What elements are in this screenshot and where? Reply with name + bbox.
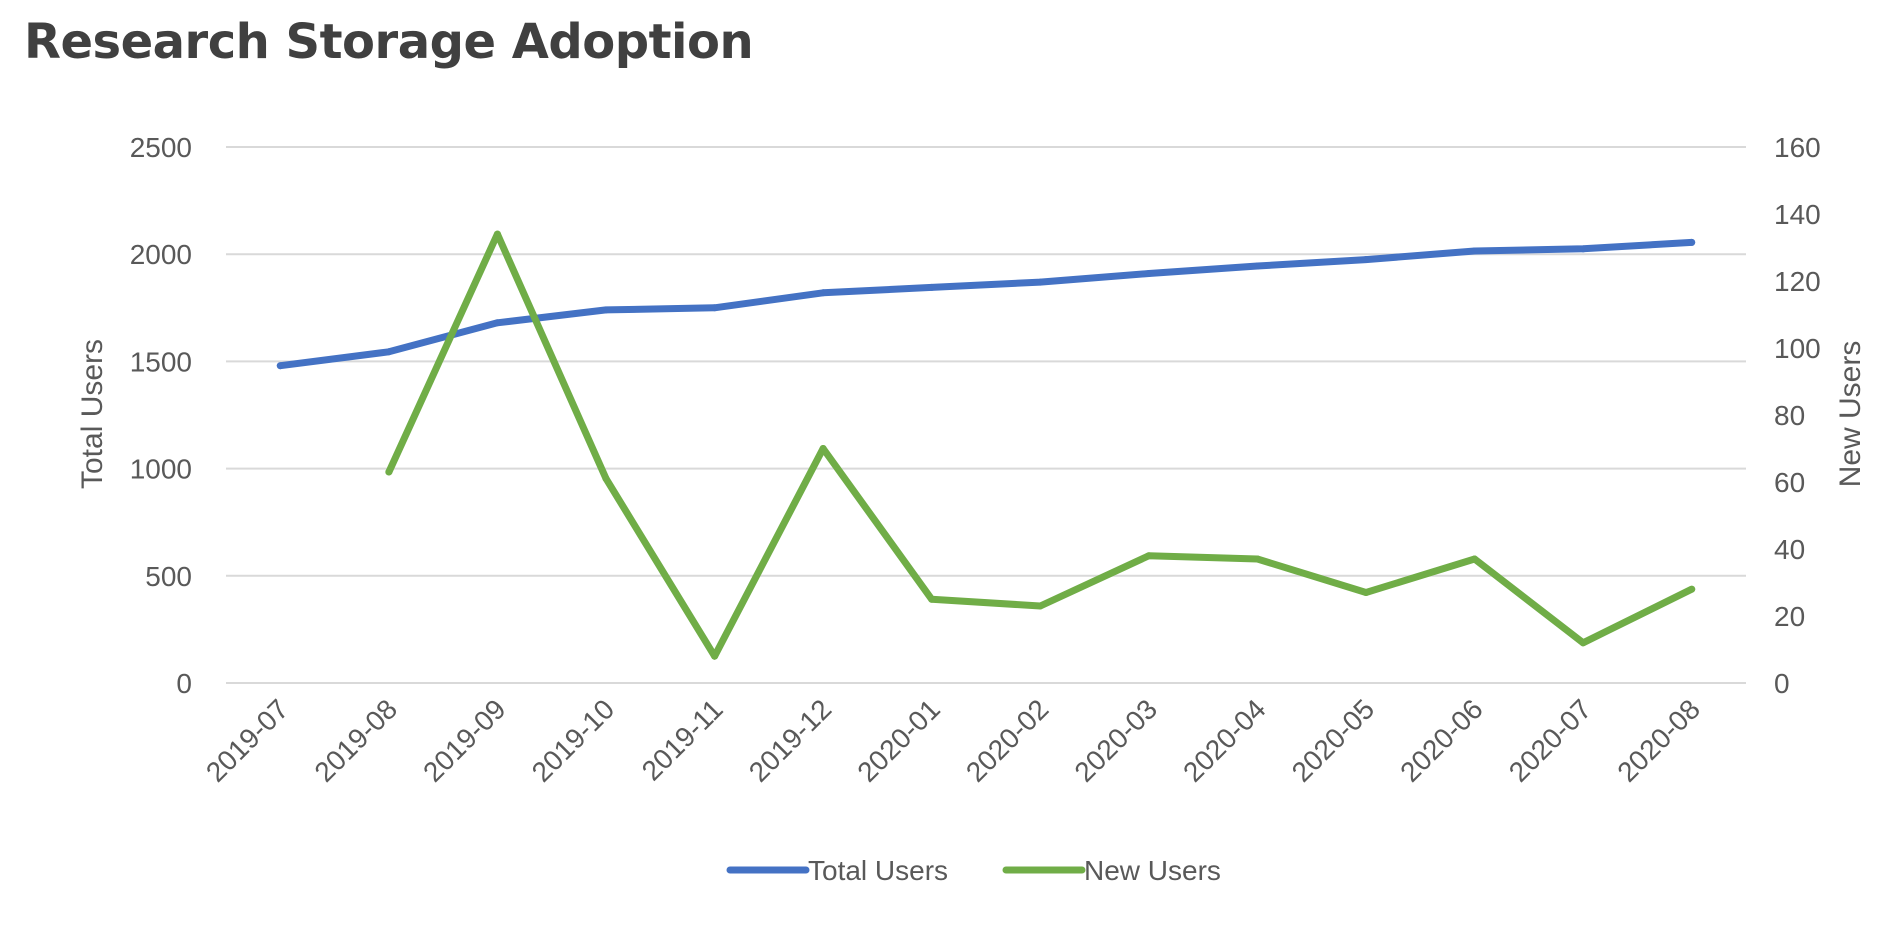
right-tick-label: 140 bbox=[1774, 199, 1821, 230]
right-tick-label: 60 bbox=[1774, 467, 1805, 498]
data-point bbox=[1362, 589, 1370, 597]
data-point bbox=[1471, 247, 1479, 255]
left-axis-title: Total Users bbox=[76, 339, 109, 489]
data-point bbox=[928, 283, 936, 291]
data-point bbox=[1145, 552, 1153, 560]
x-tick-label: 2020-04 bbox=[1177, 693, 1272, 788]
data-point bbox=[711, 652, 719, 660]
right-tick-label: 120 bbox=[1774, 266, 1821, 297]
data-point bbox=[493, 230, 501, 238]
left-tick-label: 2500 bbox=[130, 132, 192, 163]
data-point bbox=[1253, 555, 1261, 563]
x-tick-label: 2020-08 bbox=[1611, 693, 1706, 788]
right-tick-label: 100 bbox=[1774, 333, 1821, 364]
left-tick-label: 2000 bbox=[130, 239, 192, 270]
x-axis-ticks: 2019-07 2019-08 2019-09 2019-10 2019-11 2019-… bbox=[200, 693, 1706, 788]
x-tick-label: 2020-07 bbox=[1503, 693, 1598, 788]
right-tick-label: 20 bbox=[1774, 601, 1805, 632]
data-point bbox=[928, 595, 936, 603]
legend-label: New Users bbox=[1084, 855, 1221, 886]
data-point bbox=[1036, 602, 1044, 610]
data-point bbox=[602, 306, 610, 314]
right-tick-label: 40 bbox=[1774, 534, 1805, 565]
x-tick-label: 2020-03 bbox=[1069, 693, 1164, 788]
data-point bbox=[1688, 238, 1696, 246]
data-point bbox=[1579, 639, 1587, 647]
data-point bbox=[819, 289, 827, 297]
x-tick-label: 2019-09 bbox=[417, 693, 512, 788]
x-tick-label: 2019-10 bbox=[526, 693, 621, 788]
data-point bbox=[276, 362, 284, 370]
right-tick-label: 80 bbox=[1774, 400, 1805, 431]
series-line-new-users bbox=[385, 230, 1696, 660]
series-lines bbox=[276, 230, 1696, 660]
data-point bbox=[385, 348, 393, 356]
data-point bbox=[1145, 269, 1153, 277]
data-point bbox=[1579, 245, 1587, 253]
data-point bbox=[1362, 256, 1370, 264]
x-tick-label: 2020-06 bbox=[1394, 693, 1489, 788]
data-point bbox=[1471, 555, 1479, 563]
x-tick-label: 2020-02 bbox=[960, 693, 1055, 788]
chart-title: Research Storage Adoption bbox=[24, 14, 754, 70]
legend: Total Users New Users bbox=[726, 855, 1221, 886]
x-tick-label: 2019-07 bbox=[200, 693, 295, 788]
data-point bbox=[385, 468, 393, 476]
x-tick-label: 2020-05 bbox=[1286, 693, 1381, 788]
x-tick-label: 2019-11 bbox=[636, 693, 729, 786]
left-tick-label: 1500 bbox=[130, 346, 192, 377]
right-tick-label: 0 bbox=[1774, 668, 1790, 699]
legend-label: Total Users bbox=[808, 855, 948, 886]
left-tick-label: 0 bbox=[176, 668, 192, 699]
data-point bbox=[819, 445, 827, 452]
data-point bbox=[1253, 262, 1261, 270]
x-tick-label: 2019-12 bbox=[743, 693, 838, 788]
left-axis-ticks: 0 500 1000 1500 2000 2500 bbox=[130, 132, 192, 699]
right-tick-label: 160 bbox=[1774, 132, 1821, 163]
gridlines bbox=[226, 146, 1746, 684]
right-axis-ticks: 0 20 40 60 80 100 120 140 160 bbox=[1774, 132, 1821, 699]
left-tick-label: 500 bbox=[145, 561, 192, 592]
right-axis-title: New Users bbox=[1834, 341, 1867, 488]
data-point bbox=[602, 475, 610, 483]
data-point bbox=[711, 304, 719, 312]
left-tick-label: 1000 bbox=[130, 454, 192, 485]
series-line-total-users bbox=[276, 238, 1696, 370]
data-point bbox=[1688, 585, 1696, 593]
x-tick-label: 2019-08 bbox=[309, 693, 404, 788]
data-point bbox=[493, 319, 501, 327]
data-point bbox=[1036, 278, 1044, 286]
x-tick-label: 2020-01 bbox=[851, 693, 946, 788]
